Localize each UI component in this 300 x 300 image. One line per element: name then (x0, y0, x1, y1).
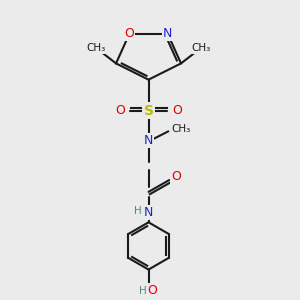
Text: N: N (163, 27, 172, 40)
Text: N: N (144, 206, 153, 219)
Text: O: O (171, 170, 181, 183)
Text: CH₃: CH₃ (87, 43, 106, 53)
Text: O: O (172, 104, 182, 117)
Text: CH₃: CH₃ (171, 124, 190, 134)
Text: N: N (144, 134, 153, 147)
Text: CH₃: CH₃ (191, 43, 210, 53)
Text: H: H (139, 286, 146, 296)
Text: O: O (124, 27, 134, 40)
Text: H: H (134, 206, 142, 216)
Text: S: S (143, 104, 154, 118)
Text: O: O (115, 104, 125, 117)
Text: O: O (147, 284, 157, 297)
